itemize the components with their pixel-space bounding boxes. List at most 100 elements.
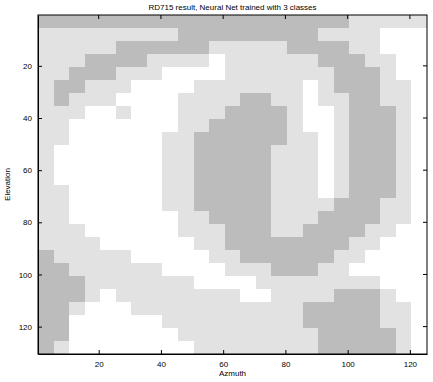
cell: [100, 263, 116, 277]
cell: [303, 106, 319, 120]
cell: [147, 67, 163, 81]
cell: [240, 328, 256, 342]
cell: [147, 211, 163, 225]
cell: [178, 263, 194, 277]
cell: [85, 276, 101, 290]
cell: [178, 250, 194, 264]
cell: [365, 28, 381, 42]
cell: [287, 237, 303, 251]
cell: [396, 171, 412, 185]
cell: [162, 158, 178, 172]
cell: [38, 132, 54, 146]
cell: [380, 119, 396, 133]
cell: [131, 145, 147, 159]
cell: [240, 67, 256, 81]
cell: [194, 41, 210, 55]
cell: [271, 158, 287, 172]
cell: [38, 289, 54, 303]
cell: [209, 302, 225, 316]
cell: [396, 250, 412, 264]
cell: [38, 93, 54, 107]
cell: [38, 80, 54, 94]
cell: [318, 276, 334, 290]
cell: [85, 185, 101, 199]
cell: [349, 41, 365, 55]
cell: [178, 276, 194, 290]
cell: [271, 263, 287, 277]
cell: [69, 276, 85, 290]
cell: [256, 171, 272, 185]
cell: [365, 250, 381, 264]
cell: [256, 341, 272, 354]
cell: [318, 328, 334, 342]
cell: [287, 276, 303, 290]
cell: [54, 302, 70, 316]
cell: [147, 250, 163, 264]
cell: [396, 341, 412, 354]
cell: [318, 93, 334, 107]
cell: [194, 315, 210, 329]
cell: [318, 54, 334, 68]
cell: [256, 237, 272, 251]
cell: [162, 132, 178, 146]
cell: [54, 289, 70, 303]
cell: [334, 211, 350, 225]
cell: [318, 171, 334, 185]
cell: [69, 289, 85, 303]
cell: [147, 289, 163, 303]
cell: [54, 237, 70, 251]
cell: [334, 15, 350, 29]
cell: [194, 145, 210, 159]
cell: [54, 15, 70, 29]
cell: [256, 67, 272, 81]
cell: [334, 106, 350, 120]
cell: [147, 93, 163, 107]
cell: [225, 132, 241, 146]
tick-mark: [223, 350, 224, 354]
cell: [334, 41, 350, 55]
cell: [318, 211, 334, 225]
cell: [116, 224, 132, 238]
cell: [225, 328, 241, 342]
tick-mark: [285, 350, 286, 354]
cell: [334, 250, 350, 264]
cell: [69, 224, 85, 238]
cell: [256, 119, 272, 133]
tick-mark: [38, 118, 42, 119]
cell: [116, 211, 132, 225]
cell: [365, 93, 381, 107]
cell: [85, 237, 101, 251]
cell: [349, 263, 365, 277]
cell: [256, 315, 272, 329]
cell: [240, 224, 256, 238]
cell: [162, 341, 178, 354]
cell: [287, 15, 303, 29]
cell: [116, 67, 132, 81]
cell: [178, 132, 194, 146]
cell: [194, 237, 210, 251]
cell: [380, 41, 396, 55]
cell: [54, 54, 70, 68]
cell: [349, 28, 365, 42]
cell: [287, 80, 303, 94]
cell: [256, 132, 272, 146]
cell: [411, 145, 427, 159]
cell: [396, 67, 412, 81]
cell: [334, 341, 350, 354]
cell: [69, 237, 85, 251]
cell: [334, 328, 350, 342]
cell: [318, 132, 334, 146]
cell: [349, 80, 365, 94]
cell: [194, 54, 210, 68]
cell: [85, 315, 101, 329]
cell: [147, 54, 163, 68]
cell: [411, 67, 427, 81]
cell: [411, 15, 427, 29]
cell: [85, 67, 101, 81]
cell: [240, 41, 256, 55]
cell: [100, 198, 116, 212]
cell: [100, 67, 116, 81]
cell: [194, 106, 210, 120]
cell: [303, 341, 319, 354]
cell: [240, 237, 256, 251]
